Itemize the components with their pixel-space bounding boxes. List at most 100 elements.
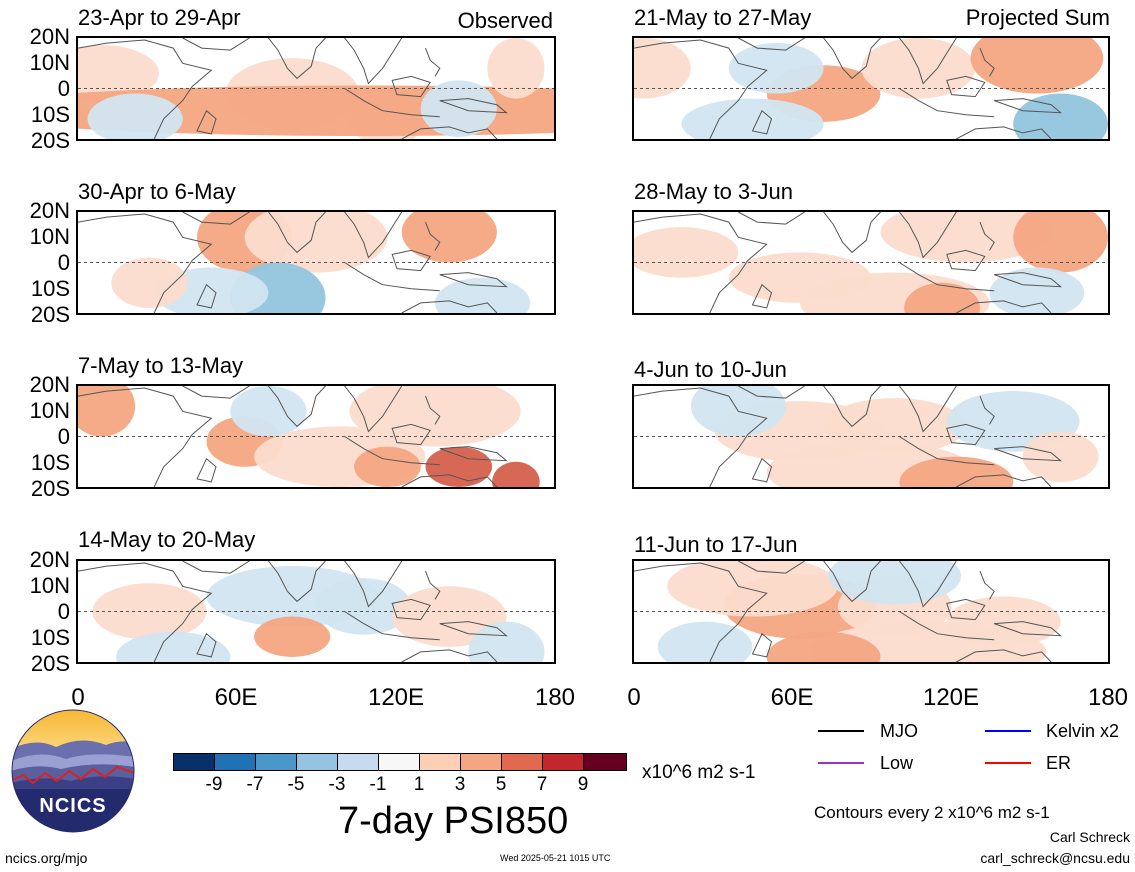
lon-label: 180 [534, 684, 576, 711]
colorbar-label: -3 [328, 774, 346, 795]
coastline [946, 249, 986, 272]
coastline [634, 39, 768, 139]
legend-line-er [985, 762, 1031, 764]
legend-line-kelvin [985, 730, 1031, 732]
colorbar-swatch [542, 753, 584, 771]
coastline [425, 570, 441, 600]
legend-label-kelvin: Kelvin x2 [1046, 721, 1120, 741]
map-panel-3 [76, 210, 556, 315]
colorbar-label: 7 [536, 774, 548, 795]
coastline [956, 474, 1052, 487]
coastline [979, 47, 995, 77]
coastline [738, 38, 805, 51]
panel-title-1: 23-Apr to 29-Apr [78, 5, 241, 30]
coastline [268, 212, 326, 254]
coastline [751, 283, 773, 309]
coastline [946, 598, 986, 621]
panel-title-4: 28-May to 3-Jun [634, 179, 793, 204]
lat-label: 20S [30, 651, 70, 676]
coastline [425, 47, 441, 77]
anomaly-region [420, 80, 497, 137]
coastline [344, 38, 403, 85]
colorbar-swatch [501, 753, 543, 771]
anomaly-region [904, 282, 981, 313]
colorbar-label: 5 [495, 774, 507, 795]
coastline [899, 436, 995, 466]
map-panel-6 [632, 384, 1110, 489]
colorbar-swatch [583, 753, 627, 771]
colorbar-swatch [255, 753, 297, 771]
anomaly-region [244, 212, 388, 273]
anomaly-region [728, 43, 824, 94]
coastline [994, 446, 1063, 462]
colorbar-swatch [460, 753, 502, 771]
coastline [391, 598, 431, 621]
panel-title-3: 30-Apr to 6-May [78, 179, 236, 204]
coastline [78, 562, 213, 662]
colorbar-label: 9 [577, 774, 589, 795]
coastline [634, 213, 768, 313]
coastline [439, 98, 508, 114]
projected-sum-label: Projected Sum [965, 5, 1110, 30]
author: Carl Schreck [1049, 829, 1130, 845]
lon-label: 120E [922, 684, 980, 711]
anomaly-region [634, 227, 739, 278]
coastline [391, 423, 431, 446]
coastline [344, 88, 440, 118]
coastline [823, 38, 881, 80]
anomaly-region [87, 93, 183, 139]
anomaly-region [78, 386, 136, 437]
site-link[interactable]: ncics.org/mjo [5, 850, 88, 866]
legend-line-low [818, 762, 864, 764]
coastline [344, 386, 403, 433]
coastline [634, 562, 768, 662]
lat-label: 20N [29, 198, 70, 223]
coastline [268, 561, 326, 603]
coastline [391, 75, 431, 98]
colorbar-swatch [296, 753, 338, 771]
coastline [946, 423, 986, 446]
anomaly-region [425, 446, 493, 487]
coastline [899, 212, 957, 259]
lat-label: 0 [57, 76, 70, 101]
lat-label: 10S [30, 625, 70, 650]
coastline [994, 621, 1063, 637]
coastline [956, 126, 1052, 139]
coastline [751, 109, 773, 135]
email: carl_schreck@ncsu.edu [980, 850, 1130, 866]
lat-label: 20S [30, 476, 70, 501]
map-svg-8 [634, 561, 1108, 662]
colorbar [173, 753, 627, 771]
coastline [439, 272, 508, 288]
logo-graphic: NCICS [11, 709, 135, 833]
lat-label: 10N [29, 573, 70, 598]
colorbar-swatch [214, 753, 256, 771]
colorbar-label: -7 [246, 774, 264, 795]
map-svg-3 [78, 212, 554, 313]
coastline [751, 632, 773, 658]
coastline [344, 436, 440, 466]
panel-title-2: 21-May to 27-May [634, 5, 812, 30]
anomaly-region [487, 38, 545, 99]
anomaly-region [970, 38, 1104, 94]
coastline [823, 386, 881, 428]
coastline [182, 212, 250, 225]
lat-label: 20S [30, 302, 70, 327]
coastline [946, 75, 986, 98]
panel-title-7: 14-May to 20-May [78, 527, 256, 552]
coastline [401, 474, 498, 487]
map-svg-2 [634, 38, 1108, 139]
lat-label: 0 [57, 424, 70, 449]
anomaly-region [316, 578, 412, 635]
coastline [899, 386, 957, 433]
coastline [344, 212, 403, 259]
map-svg-4 [634, 212, 1108, 313]
coastline [196, 283, 217, 309]
legend-label-low: Low [880, 753, 914, 773]
colorbar-label: -9 [205, 774, 223, 795]
lat-label: 20N [29, 372, 70, 397]
coastline [344, 262, 440, 292]
anomaly-region [230, 386, 307, 437]
main-title: 7-day PSI850 [338, 800, 569, 842]
lat-label: 10S [30, 102, 70, 127]
